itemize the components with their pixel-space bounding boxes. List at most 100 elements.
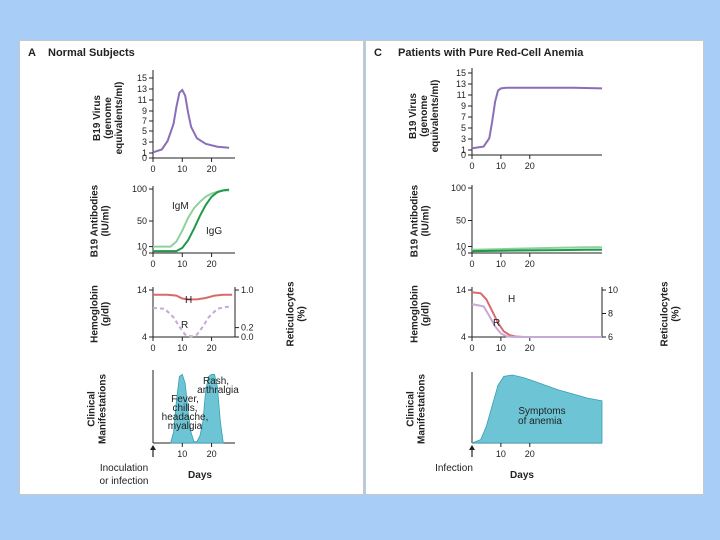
a4-xtick-label: 10 — [177, 449, 187, 459]
c1-xtick-label: 10 — [496, 161, 506, 171]
c3-right-ylabel-line: Reticulocytes — [660, 281, 671, 346]
a4-ylabel: Clinical Manifestations — [87, 374, 109, 444]
a3-series-reticulocytes — [152, 305, 233, 338]
a1-ytick-label: 3 — [142, 137, 147, 147]
a4-event-arrow-head — [150, 445, 156, 450]
c4-xtick-label: 20 — [525, 449, 535, 459]
a2-ytick-label: 0 — [142, 248, 147, 258]
c3-xtick-label: 10 — [496, 343, 506, 353]
a1-xtick-label: 0 — [150, 164, 155, 174]
a3-reticulocytes-label: R — [181, 320, 188, 331]
c1-xtick-label: 0 — [469, 161, 474, 171]
a1-ytick-label: 15 — [137, 73, 147, 83]
c1-ytick-label: 5 — [461, 123, 466, 133]
a1-ytick-label: 7 — [142, 116, 147, 126]
panel-a-infection-label: or infection — [100, 476, 149, 487]
c3-ytick-right-label: 10 — [608, 285, 618, 295]
a4-arthralgia-annotation: arthralgia — [197, 385, 239, 396]
c2-ytick-label: 10 — [456, 242, 466, 252]
a4-xtick-label: 20 — [207, 449, 217, 459]
c4-area-symptoms-of-anemia — [471, 374, 603, 444]
c1-xtick-label: 20 — [525, 161, 535, 171]
a3-xtick-label: 10 — [177, 343, 187, 353]
a1-ytick-label: 1 — [142, 148, 147, 158]
c2-xtick-label: 20 — [525, 259, 535, 269]
panel-a-letter: A — [28, 47, 36, 59]
c2-xtick-label: 10 — [496, 259, 506, 269]
c1-ylabel-line: (genome — [419, 95, 430, 137]
a2-xtick-label: 0 — [150, 259, 155, 269]
c4-symptoms-annotation: Symptoms — [518, 406, 565, 417]
a3-xtick-label: 20 — [207, 343, 217, 353]
a2-ylabel-line: B19 Antibodies — [90, 184, 101, 257]
a4-area-clinical-manifestations — [170, 373, 224, 444]
c2-ytick-label: 0 — [461, 248, 466, 258]
a1-xtick-label: 20 — [207, 164, 217, 174]
c1-ytick-label: 0 — [461, 150, 466, 160]
c2-ylabel-line: (IU/ml) — [421, 205, 432, 236]
c4-anemia-annotation: of anemia — [518, 416, 562, 427]
c3-hemoglobin-label: H — [508, 294, 515, 305]
c3-ytick-right-label: 8 — [608, 309, 613, 319]
a3-ytick-right-label: 0.2 — [241, 323, 254, 333]
a3-ytick-right-label: 0.0 — [241, 332, 254, 342]
a2-ytick-label: 100 — [132, 184, 147, 194]
panel-c-title: Patients with Pure Red-Cell Anemia — [398, 47, 584, 59]
c3-series-reticulocytes — [471, 303, 602, 338]
c3-ylabel-line: (g/dl) — [421, 302, 432, 326]
a1-ylabel-line: B19 Virus — [92, 95, 103, 141]
c3-ytick-label: 14 — [456, 285, 466, 295]
c1-ytick-label: 1 — [461, 145, 466, 155]
c1-ylabel-line: B19 Virus — [408, 93, 419, 139]
c1-series-b19-virus — [471, 86, 603, 150]
panel-c-letter: C — [374, 47, 382, 59]
a1-ytick-label: 9 — [142, 106, 147, 116]
a1-xtick-label: 10 — [177, 164, 187, 174]
a2-ylabel: B19 Antibodies (IU/ml) — [90, 184, 112, 257]
a1-ytick-label: 13 — [137, 84, 147, 94]
a2-igm-label: IgM — [172, 201, 189, 212]
a3-hemoglobin-label: H — [185, 295, 192, 306]
c2-ylabel: B19 Antibodies (IU/ml) — [410, 184, 432, 257]
a4-fever-annotation-line: Fever, — [171, 394, 199, 405]
a1-ytick-label: 0 — [142, 153, 147, 163]
c1-ylabel-line: equivalents/ml) — [430, 80, 441, 153]
a4-fever-annotation-line: headache, — [162, 412, 209, 423]
a3-series-hemoglobin — [153, 293, 233, 301]
a3-ylabel-line: (g/dl) — [101, 302, 112, 326]
a4-ylabel-line: Manifestations — [98, 374, 109, 444]
a3-ytick-right-label: 1.0 — [241, 285, 254, 295]
c1-ytick-label: 15 — [456, 68, 466, 78]
a2-series-igm — [153, 189, 230, 248]
c3-reticulocytes-label: R — [493, 318, 500, 329]
a1-ylabel: B19 Virus (genome equivalents/ml) — [92, 82, 125, 155]
panel-a-inoculation-label: Inoculation — [100, 463, 148, 474]
a2-igg-label: IgG — [206, 226, 222, 237]
c3-ylabel: Hemoglobin (g/dl) — [410, 285, 432, 343]
a2-xtick-label: 10 — [177, 259, 187, 269]
c2-series-igg — [471, 248, 602, 253]
c1-ytick-label: 13 — [456, 79, 466, 89]
a3-right-ylabel-line: (%) — [297, 306, 308, 322]
panel-a-normal-subjects: A Normal Subjects 0 1 3 5 7 9 11 13 15 0 10 20 0 10 50… — [19, 40, 364, 495]
c2-ytick-label: 50 — [456, 216, 466, 226]
a2-xtick-label: 20 — [207, 259, 217, 269]
panel-c-figure: C Patients with Pure Red-Cell Anemia 0 13… — [374, 47, 682, 481]
a2-ytick-label: 50 — [137, 216, 147, 226]
a2-series-igg — [153, 188, 230, 253]
c4-xtick-label: 10 — [496, 449, 506, 459]
a4-fever-annotation-line: myalgia — [168, 421, 203, 432]
a2-ylabel-line: (IU/ml) — [101, 205, 112, 236]
a1-series-b19-virus — [152, 88, 230, 154]
c4-event-arrow-head — [469, 445, 475, 450]
a3-xtick-label: 0 — [150, 343, 155, 353]
a4-ylabel-line: Clinical — [87, 391, 98, 427]
a3-ytick-label: 14 — [137, 285, 147, 295]
c4-ylabel: Clinical Manifestations — [406, 374, 428, 444]
c3-ylabel-line: Hemoglobin — [410, 285, 421, 343]
a2-ytick-label: 10 — [137, 242, 147, 252]
a3-ylabel-line: Hemoglobin — [90, 285, 101, 343]
c1-ylabel: B19 Virus (genome equivalents/ml) — [408, 80, 441, 153]
